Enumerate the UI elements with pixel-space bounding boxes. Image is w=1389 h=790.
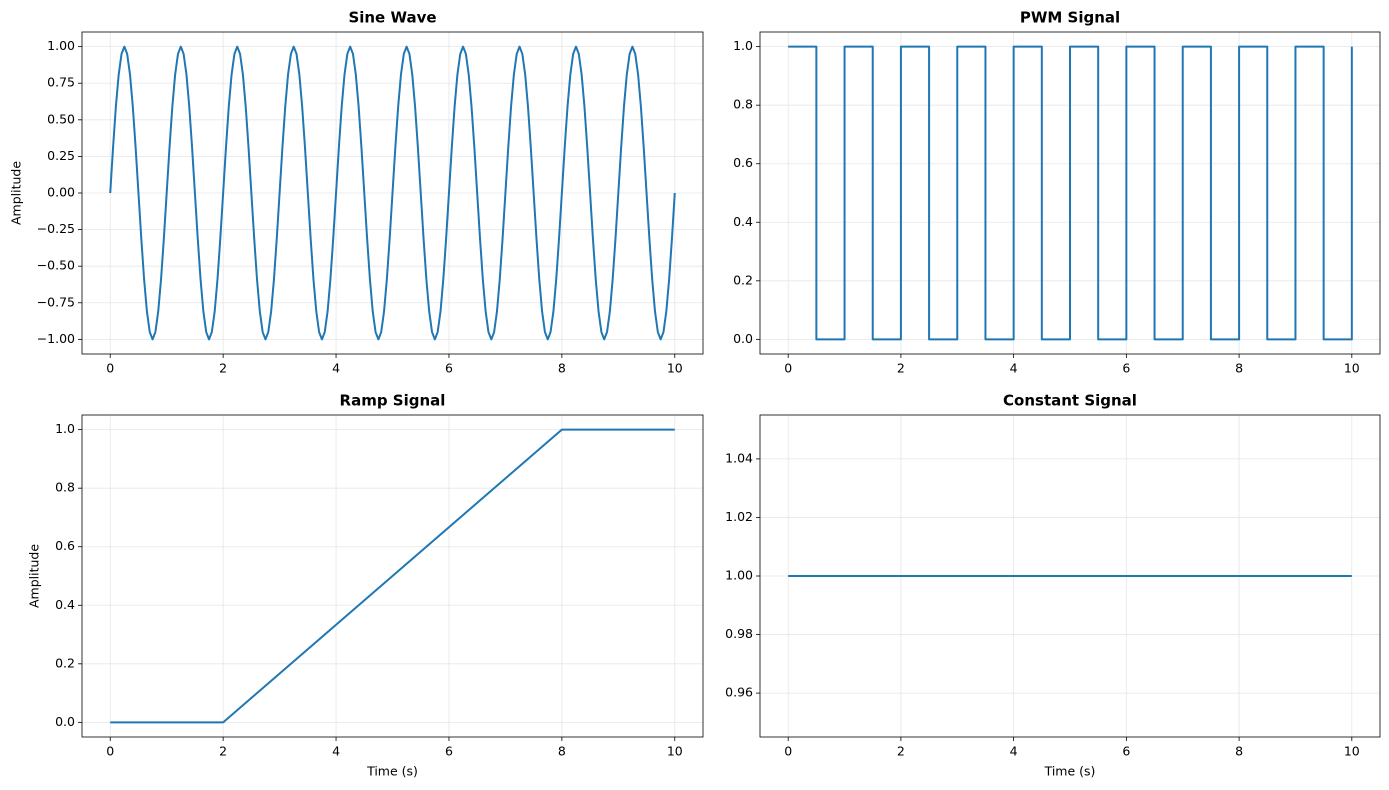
y-axis-label: Amplitude — [9, 161, 24, 225]
x-tick-label: 8 — [558, 744, 566, 759]
y-tick-label: 1.04 — [725, 450, 753, 465]
x-tick-label: 8 — [1235, 744, 1243, 759]
x-tick-label: 10 — [667, 744, 683, 759]
y-tick-label: 1.00 — [725, 568, 753, 583]
y-tick-label: 0.50 — [47, 111, 75, 126]
y-tick-label: 0.6 — [55, 538, 75, 553]
y-tick-label: 0.8 — [55, 480, 75, 495]
y-tick-label: −0.25 — [37, 221, 75, 236]
subplot-title: Constant Signal — [1003, 392, 1137, 410]
subplot: 0 2 4 6 8 10 0.0 0.2 0.4 0.6 0.8 1.0 PWM Signal — [733, 9, 1381, 376]
axes-frame — [81, 414, 704, 738]
y-tick-label: 0.25 — [47, 148, 75, 163]
y-tick-label: 1.02 — [725, 509, 753, 524]
x-tick-label: 8 — [558, 361, 566, 376]
y-tick-label: 0.00 — [47, 185, 75, 200]
y-tick-label: 0.6 — [733, 155, 753, 170]
x-tick-label: 0 — [106, 744, 114, 759]
x-tick-label: 6 — [1122, 744, 1130, 759]
y-tick-label: 0.2 — [55, 655, 75, 670]
x-tick-label: 6 — [445, 361, 453, 376]
x-tick-label: 0 — [784, 744, 792, 759]
y-tick-label: 0.75 — [47, 75, 75, 90]
signal-line — [788, 45, 1353, 341]
y-axis-label: Amplitude — [27, 544, 42, 608]
y-tick-label: 0.2 — [733, 272, 753, 287]
y-tick-label: 1.0 — [733, 38, 753, 53]
x-tick-label: 4 — [1010, 361, 1018, 376]
subplot: 0 2 4 6 8 10 0.96 0.98 1.00 1.02 1.04 Constant Sign… — [725, 392, 1381, 779]
y-tick-label: 0.0 — [733, 331, 753, 346]
subplot: 0 2 4 6 8 10 −1.00 −0.75 −0.50 −0.25 0.00 0.25 0.50 0… — [9, 9, 704, 376]
x-axis-label: Time (s) — [1044, 764, 1096, 779]
y-tick-label: 0.98 — [725, 626, 753, 641]
y-tick-label: −0.50 — [37, 258, 75, 273]
y-tick-label: 0.4 — [55, 597, 75, 612]
subplot: 0 2 4 6 8 10 0.0 0.2 0.4 0.6 0.8 1.0 Ramp Signal Time… — [27, 392, 704, 779]
x-tick-label: 2 — [897, 744, 905, 759]
axes-frame — [81, 31, 704, 355]
y-tick-label: 0.96 — [725, 685, 753, 700]
x-tick-label: 2 — [897, 361, 905, 376]
axes-frame — [759, 414, 1381, 738]
y-tick-label: −1.00 — [37, 331, 75, 346]
y-tick-label: 0.0 — [55, 714, 75, 729]
x-tick-label: 10 — [1344, 744, 1360, 759]
x-tick-label: 2 — [219, 361, 227, 376]
x-tick-label: 2 — [219, 744, 227, 759]
y-tick-label: 1.0 — [55, 421, 75, 436]
signal-line — [109, 45, 676, 341]
y-tick-label: 1.00 — [47, 38, 75, 53]
x-tick-label: 10 — [667, 361, 683, 376]
x-tick-label: 6 — [1122, 361, 1130, 376]
y-tick-label: 0.4 — [733, 214, 753, 229]
x-tick-label: 4 — [332, 744, 340, 759]
signal-line — [110, 428, 675, 724]
y-tick-label: −0.75 — [37, 294, 75, 309]
x-tick-label: 4 — [1010, 744, 1018, 759]
x-tick-label: 8 — [1235, 361, 1243, 376]
subplot-title: Ramp Signal — [340, 392, 446, 410]
x-tick-label: 6 — [445, 744, 453, 759]
x-tick-label: 0 — [784, 361, 792, 376]
subplot-title: Sine Wave — [348, 9, 436, 27]
subplot-title: PWM Signal — [1020, 9, 1120, 27]
x-tick-label: 10 — [1344, 361, 1360, 376]
axes-frame — [759, 31, 1381, 355]
x-axis-label: Time (s) — [366, 764, 418, 779]
y-tick-label: 0.8 — [733, 97, 753, 112]
x-tick-label: 0 — [106, 361, 114, 376]
x-tick-label: 4 — [332, 361, 340, 376]
